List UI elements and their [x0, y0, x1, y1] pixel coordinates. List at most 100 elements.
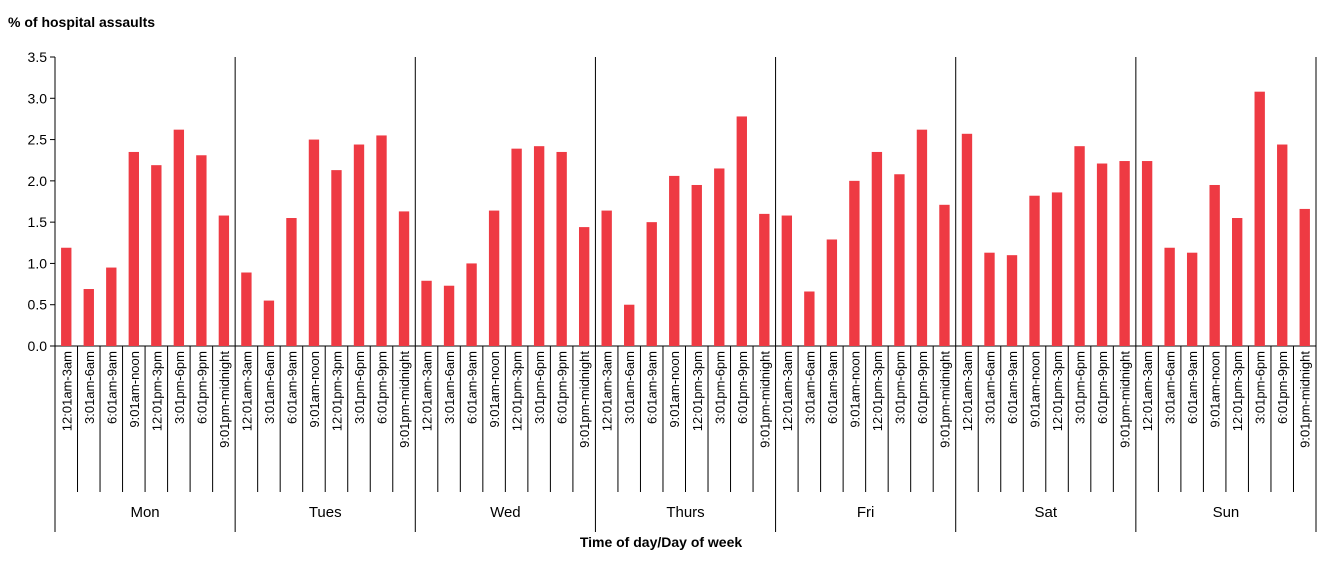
category-label: 12:01pm-3pm [1050, 351, 1065, 431]
bar [1006, 255, 1018, 346]
bar [196, 155, 207, 346]
day-label: Thurs [666, 504, 704, 521]
day-label: Sat [1035, 504, 1058, 521]
category-label: 12:01am-3am [1140, 351, 1155, 431]
category-label: 3:01pm-6pm [1253, 351, 1268, 424]
bar [1119, 161, 1130, 346]
bar [353, 144, 365, 346]
day-label: Fri [857, 504, 875, 521]
category-label: 3:01pm-6pm [352, 351, 367, 424]
bar [624, 304, 635, 346]
category-label: 9:01am-noon [307, 351, 322, 428]
category-label: 9:01pm-midnight [397, 351, 412, 448]
day-label: Sun [1213, 504, 1240, 521]
category-label: 9:01pm-midnight [577, 351, 592, 448]
category-label: 6:01am-9am [1005, 351, 1020, 424]
category-label: 12:01am-3am [420, 351, 435, 431]
category-label: 3:01pm-6pm [532, 351, 547, 424]
category-label: 3:01pm-6pm [1073, 351, 1088, 424]
bar [106, 267, 117, 346]
category-label: 3:01am-6am [622, 351, 637, 424]
y-axis-title: % of hospital assaults [8, 14, 156, 30]
bar [556, 151, 567, 346]
category-label: 9:01pm-midnight [217, 351, 232, 448]
bar [781, 215, 793, 346]
y-tick-label: 0.5 [28, 297, 48, 313]
y-tick-label: 3.5 [28, 49, 48, 65]
bar [939, 204, 950, 346]
bar [714, 168, 725, 346]
bar [984, 252, 995, 346]
category-label: 9:01pm-midnight [757, 351, 772, 448]
category-label: 9:01pm-midnight [1118, 351, 1133, 448]
bar [466, 263, 477, 346]
category-label: 12:01am-3am [960, 351, 975, 431]
x-axis-title: Time of day/Day of week [579, 534, 743, 550]
day-label: Wed [490, 504, 521, 521]
category-label: 6:01pm-9pm [375, 351, 390, 424]
category-label: 3:01am-6am [262, 351, 277, 424]
category-label: 6:01pm-9pm [735, 351, 750, 424]
category-label: 9:01am-noon [127, 351, 142, 428]
category-label: 6:01pm-9pm [915, 351, 930, 424]
category-label: 6:01am-9am [645, 351, 660, 424]
bar [1164, 247, 1175, 346]
bar [241, 272, 252, 346]
category-label: 6:01am-9am [825, 351, 840, 424]
bar [1277, 144, 1288, 346]
bar [218, 215, 230, 346]
category-label: 3:01pm-6pm [172, 351, 187, 424]
category-label: 12:01am-3am [239, 351, 254, 431]
category-label: 3:01am-6am [1163, 351, 1178, 424]
bar [1186, 252, 1198, 346]
bar [601, 210, 612, 346]
bar [331, 170, 342, 346]
bar [421, 280, 432, 346]
category-label: 3:01pm-6pm [892, 351, 907, 424]
bar [759, 213, 770, 346]
y-tick-label: 1.0 [28, 255, 48, 271]
day-label: Tues [309, 504, 342, 521]
y-tick-label: 1.5 [28, 214, 48, 230]
bar [533, 146, 545, 346]
y-tick-label: 0.0 [28, 338, 48, 354]
bar [128, 151, 139, 346]
bar [826, 239, 838, 346]
category-label: 6:01am-9am [104, 351, 119, 424]
category-label: 9:01am-noon [847, 351, 862, 428]
bar [151, 165, 162, 346]
bar [1029, 195, 1040, 346]
bar [308, 139, 320, 346]
bar [263, 300, 275, 346]
bar [488, 210, 500, 346]
day-label: Mon [130, 504, 159, 521]
bar [376, 135, 387, 346]
category-label: 9:01pm-midnight [1298, 351, 1313, 448]
bar [173, 129, 185, 346]
bar [286, 218, 297, 346]
bar [894, 174, 905, 346]
bar [1096, 163, 1108, 346]
bar [1051, 192, 1063, 346]
bar [669, 175, 680, 346]
bar [871, 151, 883, 346]
bar [1209, 184, 1220, 346]
category-label: 3:01pm-6pm [712, 351, 727, 424]
category-label: 9:01am-noon [1028, 351, 1043, 428]
category-label: 12:01pm-3pm [870, 351, 885, 431]
y-tick-label: 2.5 [28, 132, 48, 148]
bar [849, 180, 860, 346]
bar [83, 289, 94, 346]
category-label: 6:01pm-9pm [555, 351, 570, 424]
bar [1254, 91, 1265, 347]
category-label: 9:01am-noon [667, 351, 682, 428]
category-label: 6:01am-9am [465, 351, 480, 424]
bar [1232, 218, 1243, 346]
y-tick-label: 2.0 [28, 173, 48, 189]
category-label: 12:01pm-3pm [510, 351, 525, 431]
bar [61, 247, 72, 346]
category-label: 3:01am-6am [982, 351, 997, 424]
bar [804, 291, 815, 346]
category-label: 3:01am-6am [802, 351, 817, 424]
category-label: 12:01pm-3pm [149, 351, 164, 431]
